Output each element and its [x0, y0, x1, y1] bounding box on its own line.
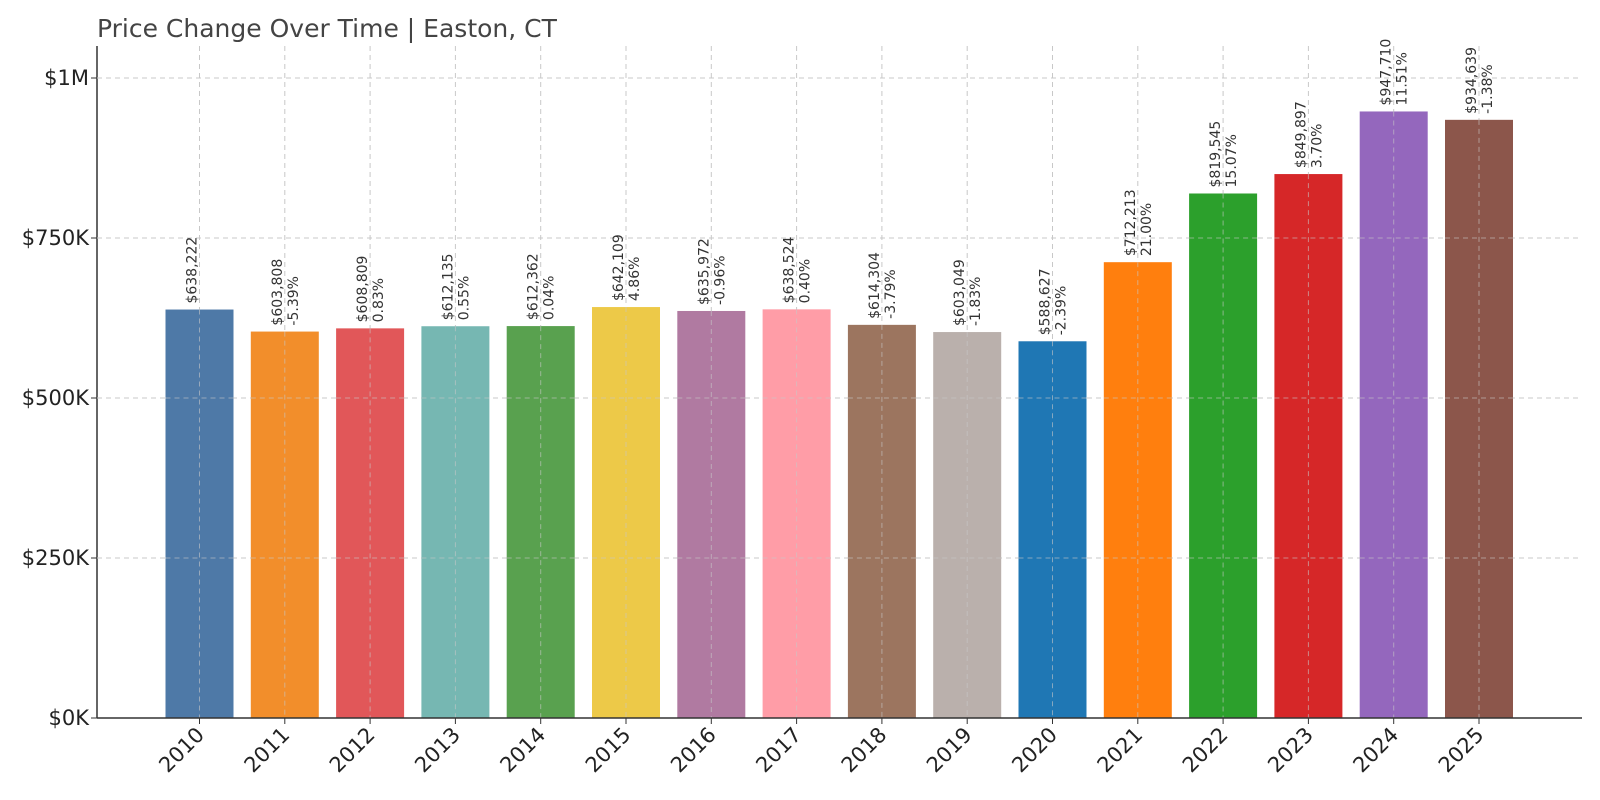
- data-label-group: $612,135 0.55%: [440, 253, 472, 320]
- value-label: $588,627: [1038, 268, 1054, 335]
- value-label: $614,304: [867, 252, 883, 319]
- change-label: -3.79%: [883, 269, 899, 319]
- y-tick-label: $1M: [44, 66, 89, 90]
- y-tick-label: $750K: [22, 226, 90, 250]
- x-tick-label: 2022: [1178, 723, 1233, 778]
- data-label-group: $603,808 -5.39%: [270, 259, 302, 326]
- x-tick-label: 2017: [751, 723, 806, 778]
- bar-2010: [165, 309, 234, 718]
- change-label: 0.55%: [456, 276, 472, 320]
- value-label: $819,545: [1208, 121, 1224, 188]
- value-label: $612,362: [526, 253, 542, 320]
- x-tick-label: 2024: [1348, 723, 1403, 778]
- x-tick-label: 2015: [581, 723, 636, 778]
- data-label-group: $642,109 4.86%: [611, 234, 643, 301]
- change-label: 3.70%: [1309, 124, 1325, 168]
- chart-title: Price Change Over Time | Easton, CT: [97, 14, 557, 43]
- change-label: -0.96%: [712, 255, 728, 305]
- x-tick-label: 2023: [1263, 723, 1318, 778]
- value-label: $947,710: [1379, 39, 1395, 106]
- change-label: -5.39%: [286, 276, 302, 326]
- bar-2017: [762, 309, 831, 718]
- bar-2015: [592, 307, 660, 718]
- change-label: -1.38%: [1480, 64, 1496, 114]
- x-tick-label: 2011: [240, 723, 295, 778]
- x-tick-label: 2018: [837, 723, 892, 778]
- value-label: $603,808: [270, 259, 286, 326]
- value-label: $849,897: [1293, 101, 1309, 168]
- value-label: $608,809: [355, 256, 371, 323]
- data-label-group: $635,972 -0.96%: [696, 238, 728, 305]
- value-label: $635,972: [696, 238, 712, 305]
- y-tick-label: $250K: [22, 546, 90, 570]
- value-label: $603,049: [952, 259, 968, 326]
- data-label-group: $588,627 -2.39%: [1038, 268, 1070, 335]
- change-label: -1.83%: [968, 277, 984, 327]
- x-tick-label: 2013: [410, 723, 465, 778]
- x-tick-label: 2020: [1007, 723, 1062, 778]
- change-label: 11.51%: [1395, 52, 1411, 105]
- change-label: -2.39%: [1054, 286, 1070, 336]
- data-label-group: $934,639 -1.38%: [1464, 47, 1496, 114]
- data-label-group: $614,304 -3.79%: [867, 252, 899, 319]
- data-label-group: $947,710 11.51%: [1379, 39, 1411, 106]
- value-label: $642,109: [611, 234, 627, 301]
- value-label: $934,639: [1464, 47, 1480, 114]
- change-label: 4.86%: [627, 257, 643, 301]
- value-label: $712,213: [1123, 189, 1139, 256]
- x-tick-label: 2010: [154, 723, 209, 778]
- change-label: 15.07%: [1224, 134, 1240, 187]
- data-label-group: $608,809 0.83%: [355, 256, 387, 323]
- bar-2020: [1018, 341, 1087, 718]
- change-label: 0.83%: [371, 278, 387, 322]
- x-tick-label: 2021: [1093, 723, 1148, 778]
- x-tick-label: 2025: [1434, 723, 1489, 778]
- change-label: 0.40%: [798, 259, 814, 303]
- x-tick-label: 2016: [666, 723, 721, 778]
- data-label-group: $849,897 3.70%: [1293, 101, 1325, 168]
- change-label: 21.00%: [1139, 203, 1155, 256]
- data-label-group: $819,545 15.07%: [1208, 121, 1240, 188]
- change-label: 0.04%: [542, 276, 558, 320]
- y-tick-label: $0K: [49, 706, 91, 730]
- data-label-group: $612,362 0.04%: [526, 253, 558, 320]
- x-tick-label: 2012: [325, 723, 380, 778]
- data-label-group: $712,213 21.00%: [1123, 189, 1155, 256]
- value-label: $638,524: [782, 236, 798, 303]
- x-tick-label: 2014: [495, 723, 550, 778]
- data-label-group: $603,049 -1.83%: [952, 259, 984, 326]
- value-label: $612,135: [440, 253, 456, 320]
- data-label-group: $638,222: [185, 237, 201, 304]
- y-tick-label: $500K: [22, 386, 90, 410]
- x-tick-label: 2019: [922, 723, 977, 778]
- data-label-group: $638,524 0.40%: [782, 236, 814, 303]
- value-label: $638,222: [185, 237, 201, 304]
